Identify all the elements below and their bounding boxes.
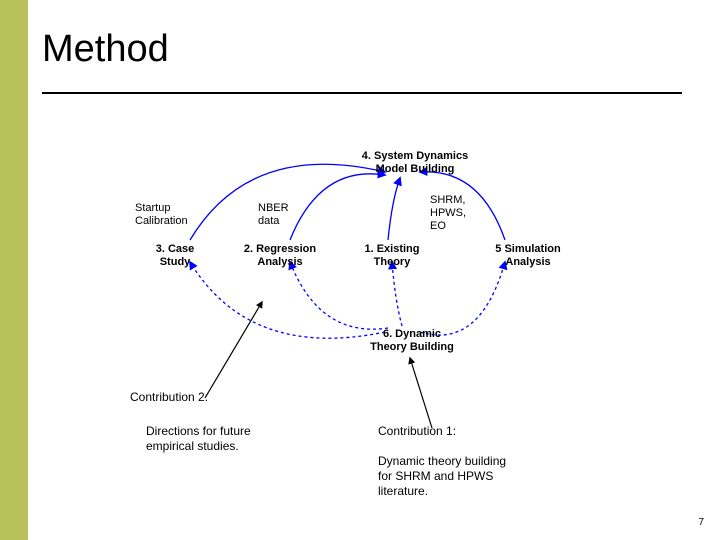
contrib1-body: Dynamic theory buildingfor SHRM and HPWS… — [378, 454, 506, 499]
arc-theory-to-reg — [290, 262, 388, 329]
node-case-study: 3. CaseStudy — [140, 243, 210, 269]
node-existing-theory: 1. ExistingTheory — [352, 243, 432, 269]
node-model-building: 4. System DynamicsModel Building — [340, 150, 490, 176]
contrib2-heading: Contribution 2: — [130, 390, 208, 405]
node-regression: 2. RegressionAnalysis — [230, 243, 330, 269]
node-dynamic-theory: 6. DynamicTheory Building — [352, 328, 472, 354]
node-simulation: 5 SimulationAnalysis — [478, 243, 578, 269]
annot-startup: StartupCalibration — [135, 202, 215, 228]
annot-shrm: SHRM,HPWS,EO — [430, 194, 500, 234]
contrib2-body: Directions for futureempirical studies. — [146, 424, 251, 454]
arc-existing-to-model — [388, 178, 400, 240]
annot-arrow-contrib2 — [205, 302, 262, 398]
annot-arrow-contrib1 — [410, 358, 432, 428]
page-number: 7 — [698, 517, 704, 528]
annot-nber: NBERdata — [258, 202, 318, 228]
contrib1-heading: Contribution 1: — [378, 424, 456, 439]
arc-theory-to-existing — [392, 262, 402, 326]
arc-theory-to-case — [190, 262, 385, 338]
arc-theory-to-sim — [420, 262, 505, 335]
method-diagram — [0, 0, 720, 540]
